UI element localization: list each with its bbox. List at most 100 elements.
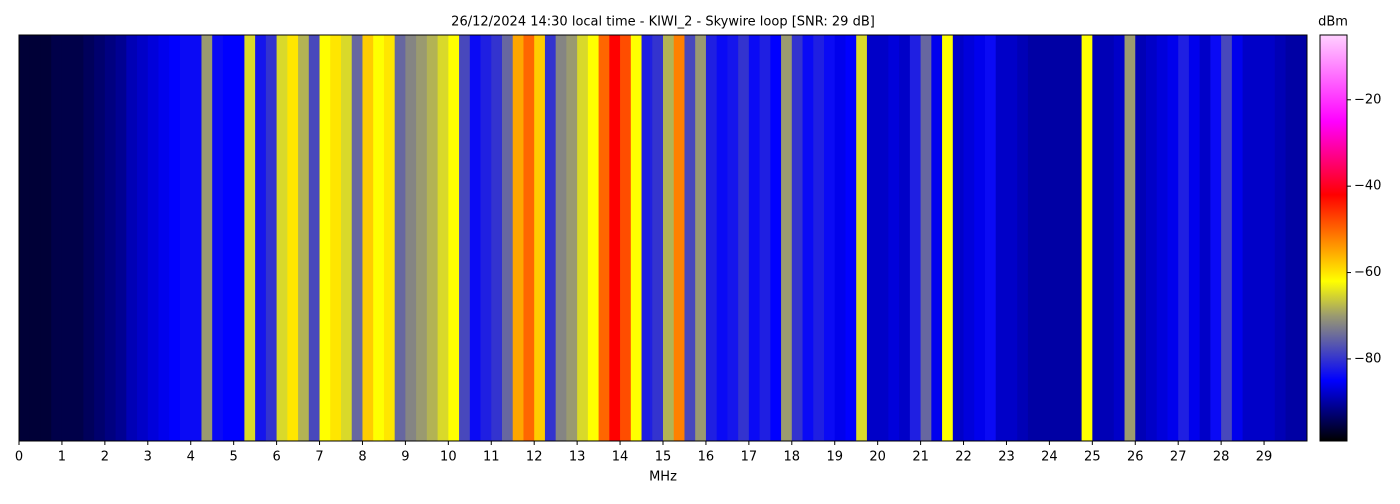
spectrum-column xyxy=(19,35,31,441)
spectrum-column xyxy=(1070,35,1083,441)
spectrum-column xyxy=(598,35,610,441)
spectrum-column xyxy=(1081,35,1093,441)
spectrum-column xyxy=(555,35,567,441)
spectrum-column xyxy=(577,35,589,441)
spectrum-column xyxy=(480,35,492,441)
spectrum-column xyxy=(866,35,879,441)
spectrum-column xyxy=(244,35,256,441)
spectrum-column xyxy=(1199,35,1211,441)
spectrum-column xyxy=(845,35,857,441)
spectrum-column xyxy=(1285,35,1297,441)
spectrum-column xyxy=(147,35,160,441)
spectrum-column xyxy=(523,35,535,441)
spectrum-column xyxy=(834,35,846,441)
spectrum-column xyxy=(1242,35,1254,441)
spectrum-column xyxy=(1231,35,1244,441)
x-tick-label: 5 xyxy=(230,450,238,465)
x-tick-label: 21 xyxy=(912,450,929,465)
spectrum-column xyxy=(308,35,321,441)
spectrum-column xyxy=(426,35,439,441)
spectrum-column xyxy=(566,35,578,441)
spectrum-column xyxy=(94,35,106,441)
spectrum-column xyxy=(115,35,127,441)
spectrum-column xyxy=(72,35,84,441)
spectrum-column xyxy=(61,35,74,441)
spectrum-column xyxy=(877,35,889,441)
x-tick-label: 17 xyxy=(741,450,758,465)
spectrum-column xyxy=(899,35,911,441)
spectrum-column xyxy=(1113,35,1126,441)
spectrum-column xyxy=(405,35,417,441)
spectrum-column xyxy=(1264,35,1276,441)
spectrum-column xyxy=(1167,35,1179,441)
x-tick-label: 7 xyxy=(315,450,323,465)
spectrum-column xyxy=(1296,35,1308,441)
spectrum-column xyxy=(974,35,986,441)
x-tick-label: 11 xyxy=(483,450,500,465)
x-tick-label: 9 xyxy=(401,450,409,465)
spectrum-column xyxy=(781,35,793,441)
spectrum-column xyxy=(298,35,310,441)
x-tick-label: 8 xyxy=(358,450,366,465)
spectrum-column xyxy=(212,35,224,441)
spectrum-column xyxy=(630,35,643,441)
spectrum-column xyxy=(1221,35,1233,441)
x-tick-label: 1 xyxy=(58,450,66,465)
spectrum-column xyxy=(1027,35,1040,441)
x-tick-label: 26 xyxy=(1127,450,1144,465)
spectrum-column xyxy=(1060,35,1072,441)
spectrum-column xyxy=(641,35,653,441)
colorbar-label: dBm xyxy=(1318,15,1348,30)
spectrum-column xyxy=(383,35,396,441)
spectrum-column xyxy=(1253,35,1265,441)
spectrum-column xyxy=(394,35,406,441)
x-tick-label: 14 xyxy=(612,450,629,465)
spectrum-column xyxy=(459,35,471,441)
spectrum-column xyxy=(759,35,771,441)
spectrum-column xyxy=(1146,35,1158,441)
x-tick-label: 27 xyxy=(1170,450,1187,465)
spectrum-column xyxy=(448,35,460,441)
spectrum-column xyxy=(83,35,95,441)
x-tick-label: 10 xyxy=(440,450,457,465)
spectrum-column xyxy=(1188,35,1201,441)
x-tick-label: 0 xyxy=(15,450,23,465)
spectrum-column xyxy=(942,35,954,441)
spectrum-column xyxy=(180,35,192,441)
colorbar-tick-label: −40 xyxy=(1354,179,1381,194)
spectrum-column xyxy=(512,35,524,441)
spectrum-column xyxy=(1124,35,1136,441)
x-tick-label: 13 xyxy=(569,450,586,465)
spectrum-column xyxy=(1103,35,1115,441)
x-tick-label: 19 xyxy=(826,450,843,465)
x-tick-label: 6 xyxy=(272,450,280,465)
spectrum-column xyxy=(1006,35,1018,441)
spectrum-column xyxy=(544,35,557,441)
spectrum-column xyxy=(190,35,202,441)
x-tick-label: 29 xyxy=(1256,450,1273,465)
spectrum-column xyxy=(684,35,696,441)
spectrum-column xyxy=(985,35,997,441)
spectrum-column xyxy=(502,35,514,441)
spectrum-column xyxy=(534,35,546,441)
spectrum-column xyxy=(1017,35,1029,441)
x-tick-label: 2 xyxy=(101,450,109,465)
spectrum-column xyxy=(276,35,288,441)
spectrum-column xyxy=(791,35,804,441)
x-tick-label: 16 xyxy=(698,450,715,465)
spectrum-column xyxy=(716,35,728,441)
spectrum-column xyxy=(373,35,385,441)
spectrum-column xyxy=(620,35,632,441)
spectrum-column xyxy=(362,35,374,441)
x-tick-label: 24 xyxy=(1041,450,1058,465)
x-tick-label: 28 xyxy=(1213,450,1230,465)
spectrum-column xyxy=(330,35,342,441)
spectrum-column xyxy=(265,35,278,441)
spectrum-column xyxy=(824,35,836,441)
spectrum-column xyxy=(255,35,267,441)
spectrum-column xyxy=(319,35,331,441)
spectrum-column xyxy=(609,35,621,441)
spectrum-column xyxy=(920,35,932,441)
spectrum-column xyxy=(673,35,685,441)
spectrum-column xyxy=(104,35,117,441)
